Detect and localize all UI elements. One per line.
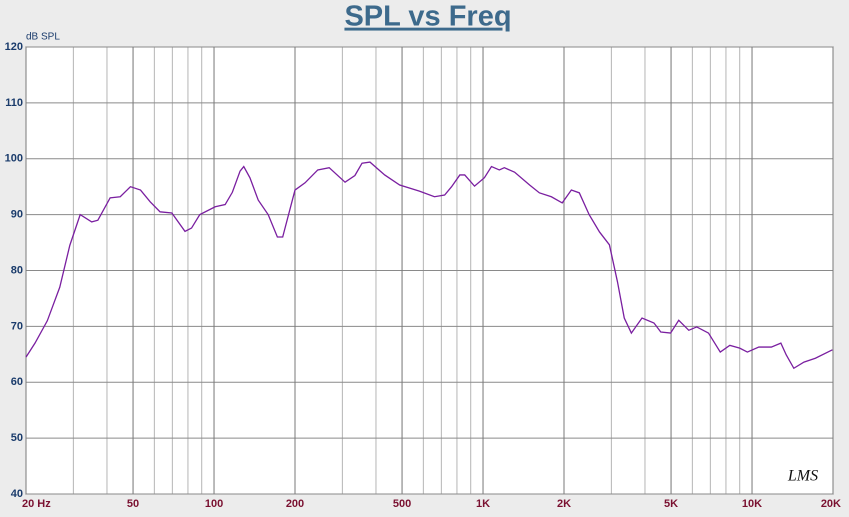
y-tick-label: 110 — [5, 97, 23, 109]
y-tick-label: 70 — [11, 320, 23, 332]
x-tick-label: 100 — [205, 498, 223, 510]
y-tick-label: 100 — [5, 153, 23, 165]
y-tick-label: 60 — [11, 376, 23, 388]
x-tick-label: 20K — [821, 498, 841, 510]
series-line — [25, 161, 833, 370]
y-tick-label: 40 — [11, 488, 23, 500]
logo: LMS — [787, 468, 818, 485]
x-tick-label: 2K — [557, 498, 571, 510]
x-tick-label: 50 — [127, 498, 139, 510]
y-axis-label: dB SPL — [26, 32, 60, 43]
x-tick-label: 10K — [742, 498, 762, 510]
x-tick-label: 5K — [664, 498, 678, 510]
y-tick-label: 80 — [11, 264, 23, 276]
x-tick-label: 1K — [476, 498, 490, 510]
y-tick-label: 50 — [11, 432, 23, 444]
x-tick-label: 500 — [393, 498, 411, 510]
y-tick-label: 90 — [11, 209, 23, 221]
y-tick-label: 120 — [5, 41, 23, 53]
chart-title: SPL vs Freq — [344, 1, 511, 33]
x-tick-label: 200 — [286, 498, 304, 510]
x-tick-label: 20 Hz — [22, 498, 51, 510]
